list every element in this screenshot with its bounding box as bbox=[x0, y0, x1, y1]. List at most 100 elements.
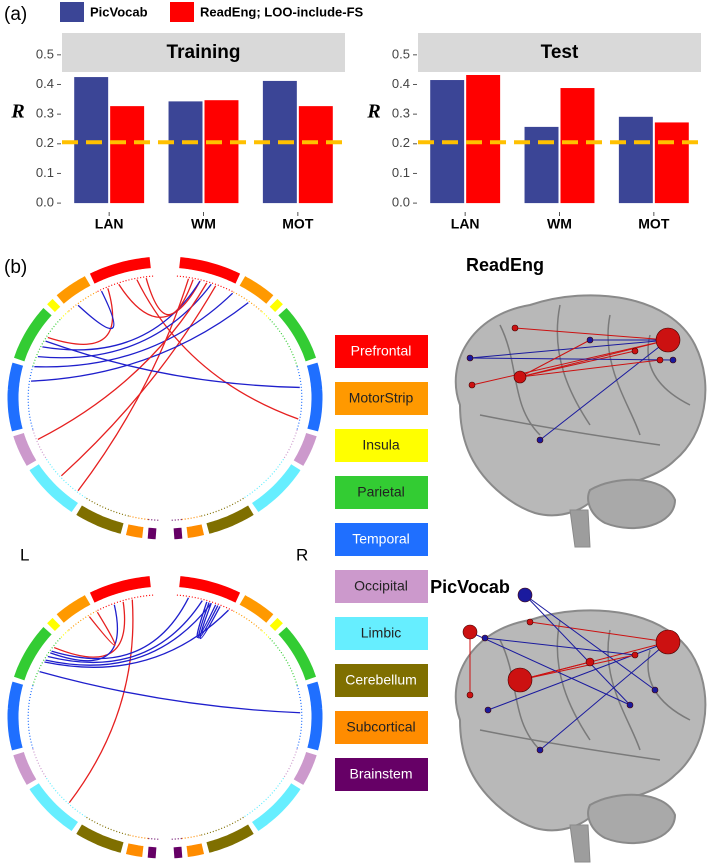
ring-segment bbox=[14, 308, 52, 362]
y-tick-label: 0.3 bbox=[392, 106, 410, 121]
ring-dots bbox=[129, 834, 149, 840]
bar bbox=[74, 77, 109, 204]
y-tick-label: 0.5 bbox=[36, 46, 54, 61]
brain-sulcus bbox=[556, 619, 591, 741]
brain bbox=[454, 294, 707, 548]
x-tick-label: LAN bbox=[451, 216, 480, 232]
ring-dots bbox=[46, 458, 87, 499]
ring-segment bbox=[252, 783, 301, 831]
ring-dots bbox=[32, 637, 61, 686]
brain-title: ReadEng bbox=[466, 255, 544, 275]
connection bbox=[44, 609, 229, 668]
region-label: Insula bbox=[362, 437, 400, 453]
connection bbox=[136, 279, 299, 420]
ring-dots bbox=[27, 366, 34, 430]
connection bbox=[51, 597, 190, 660]
hemisphere-label: R bbox=[296, 545, 308, 564]
bar bbox=[618, 116, 653, 204]
region-label: Limbic bbox=[361, 625, 401, 641]
connection bbox=[47, 600, 203, 664]
y-tick-label: 0.3 bbox=[36, 106, 54, 121]
ring-dots bbox=[181, 834, 201, 840]
ring-segment bbox=[306, 362, 323, 432]
brain-node bbox=[631, 651, 639, 659]
facet-strip bbox=[62, 33, 345, 72]
brain-edge bbox=[487, 641, 669, 711]
ring-dots bbox=[296, 366, 303, 430]
ring-dots bbox=[243, 777, 284, 818]
region-label: Temporal bbox=[352, 531, 410, 547]
brain-node bbox=[626, 701, 634, 709]
brain-cerebellum bbox=[587, 793, 677, 845]
brain-edge bbox=[469, 631, 631, 706]
connection bbox=[53, 601, 126, 658]
brain-title: PicVocab bbox=[430, 577, 510, 597]
ring-dots bbox=[269, 637, 298, 686]
region-label: Brainstem bbox=[349, 766, 412, 782]
brain-node bbox=[651, 686, 659, 694]
brain bbox=[454, 587, 707, 863]
bar bbox=[654, 122, 689, 204]
ring-segment bbox=[269, 298, 283, 312]
ring-dots bbox=[32, 748, 48, 779]
ring-segment bbox=[147, 527, 157, 540]
connection bbox=[196, 601, 217, 638]
connection bbox=[34, 292, 234, 368]
ring-segment bbox=[47, 617, 61, 631]
ring-dots bbox=[32, 318, 61, 367]
brain-edge bbox=[484, 637, 636, 656]
ring-dots bbox=[181, 515, 201, 521]
y-tick-label: 0.5 bbox=[392, 46, 410, 61]
ring-segment bbox=[89, 257, 151, 284]
bar bbox=[204, 100, 239, 204]
brain-node bbox=[462, 624, 478, 640]
brain-node bbox=[536, 746, 544, 754]
connection bbox=[47, 288, 114, 345]
brain-edge bbox=[524, 594, 656, 691]
brain-sulcus bbox=[647, 649, 691, 721]
chart-title: Test bbox=[541, 42, 579, 63]
region-label: Occipital bbox=[354, 578, 408, 594]
x-tick-label: MOT bbox=[638, 216, 670, 232]
ring-segment bbox=[179, 576, 241, 603]
ring-segment bbox=[56, 595, 91, 623]
brain-edge bbox=[469, 357, 674, 361]
brain-sulcus bbox=[479, 729, 661, 761]
brain-node bbox=[481, 634, 489, 642]
region-box bbox=[335, 758, 428, 791]
brain-edge bbox=[529, 621, 669, 643]
brain-node bbox=[526, 618, 534, 626]
region-box bbox=[335, 570, 428, 603]
brain-sulcus bbox=[556, 304, 591, 426]
brain-edge bbox=[519, 339, 591, 378]
y-tick-label: 0.1 bbox=[36, 165, 54, 180]
connection bbox=[77, 290, 115, 330]
brain-sulcus bbox=[479, 414, 661, 446]
connection bbox=[60, 285, 217, 477]
x-tick-label: LAN bbox=[95, 216, 124, 232]
ring-segment bbox=[252, 464, 301, 512]
ring-segment bbox=[186, 843, 205, 857]
ring-segment bbox=[76, 824, 124, 853]
bar bbox=[466, 74, 501, 204]
region-box bbox=[335, 476, 428, 509]
x-tick-label: MOT bbox=[282, 216, 314, 232]
ring-dots bbox=[169, 518, 182, 521]
ring-dots bbox=[129, 515, 149, 521]
y-tick-label: 0.2 bbox=[36, 135, 54, 150]
brain-node bbox=[655, 327, 681, 353]
ring-dots bbox=[148, 518, 161, 521]
connection bbox=[42, 280, 201, 351]
region-box bbox=[335, 664, 428, 697]
brain-node bbox=[468, 381, 476, 389]
ring-segment bbox=[179, 257, 241, 284]
brain-edge bbox=[519, 350, 636, 378]
bar bbox=[298, 106, 333, 204]
connection bbox=[45, 340, 300, 389]
ring-segment bbox=[293, 751, 317, 785]
brain-node bbox=[585, 657, 595, 667]
brain-stem bbox=[569, 509, 591, 548]
brain-node bbox=[513, 370, 527, 384]
ring-segment bbox=[125, 524, 144, 538]
